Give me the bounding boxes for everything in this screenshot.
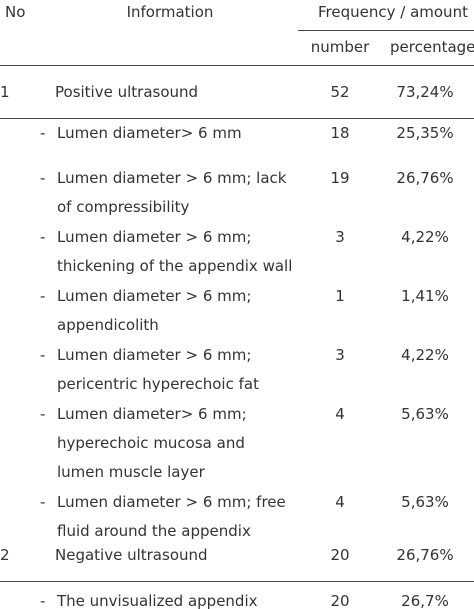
bullet: - <box>40 493 46 511</box>
item-number: 19 <box>330 169 350 187</box>
row-number: 52 <box>330 83 350 101</box>
bullet: - <box>40 228 46 246</box>
item-percentage: 25,35% <box>396 124 454 142</box>
bullet: - <box>40 592 46 609</box>
item-number: 4 <box>335 493 345 511</box>
item-number: 20 <box>330 592 350 609</box>
header-no: No <box>5 3 26 21</box>
item-text: Lumen diameter > 6 mm; <box>57 228 252 246</box>
item-percentage: 5,63% <box>401 493 449 511</box>
bullet: - <box>40 124 46 142</box>
rule <box>298 30 474 31</box>
item-percentage: 5,63% <box>401 405 449 423</box>
header-number: number <box>310 38 370 56</box>
row-no: 1 <box>0 83 10 101</box>
item-text: lumen muscle layer <box>57 463 205 481</box>
row-percentage: 73,24% <box>396 83 454 101</box>
item-text: Lumen diameter > 6 mm; free <box>57 493 286 511</box>
bullet: - <box>40 287 46 305</box>
row-percentage: 26,76% <box>396 546 454 564</box>
item-text: hyperechoic mucosa and <box>57 434 245 452</box>
header-frequency: Frequency / amount <box>318 3 468 21</box>
rule <box>0 118 474 119</box>
row-number: 20 <box>330 546 350 564</box>
item-number: 3 <box>335 346 345 364</box>
item-percentage: 26,76% <box>396 169 454 187</box>
item-percentage: 1,41% <box>401 287 449 305</box>
item-number: 4 <box>335 405 345 423</box>
item-number: 18 <box>330 124 350 142</box>
bullet: - <box>40 169 46 187</box>
item-percentage: 4,22% <box>401 346 449 364</box>
item-number: 3 <box>335 228 345 246</box>
item-text: Lumen diameter> 6 mm <box>57 124 242 142</box>
rule <box>0 65 474 66</box>
item-percentage: 26,7% <box>401 592 449 609</box>
header-information: Information <box>126 3 214 21</box>
item-text: The unvisualized appendix <box>57 592 258 609</box>
bullet: - <box>40 346 46 364</box>
rule <box>0 581 474 582</box>
row-label: Positive ultrasound <box>55 83 199 101</box>
item-text: fluid around the appendix <box>57 522 251 540</box>
item-text: Lumen diameter> 6 mm; <box>57 405 247 423</box>
item-text: of compressibility <box>57 198 190 216</box>
header-percentage: percentage <box>390 38 474 56</box>
item-text: Lumen diameter > 6 mm; lack <box>57 169 287 187</box>
bullet: - <box>40 405 46 423</box>
row-label: Negative ultrasound <box>55 546 208 564</box>
item-text: thickening of the appendix wall <box>57 257 293 275</box>
item-text: Lumen diameter > 6 mm; <box>57 287 252 305</box>
item-percentage: 4,22% <box>401 228 449 246</box>
row-no: 2 <box>0 546 10 564</box>
item-text: pericentric hyperechoic fat <box>57 375 259 393</box>
item-text: Lumen diameter > 6 mm; <box>57 346 252 364</box>
item-number: 1 <box>335 287 345 305</box>
item-text: appendicolith <box>57 316 159 334</box>
